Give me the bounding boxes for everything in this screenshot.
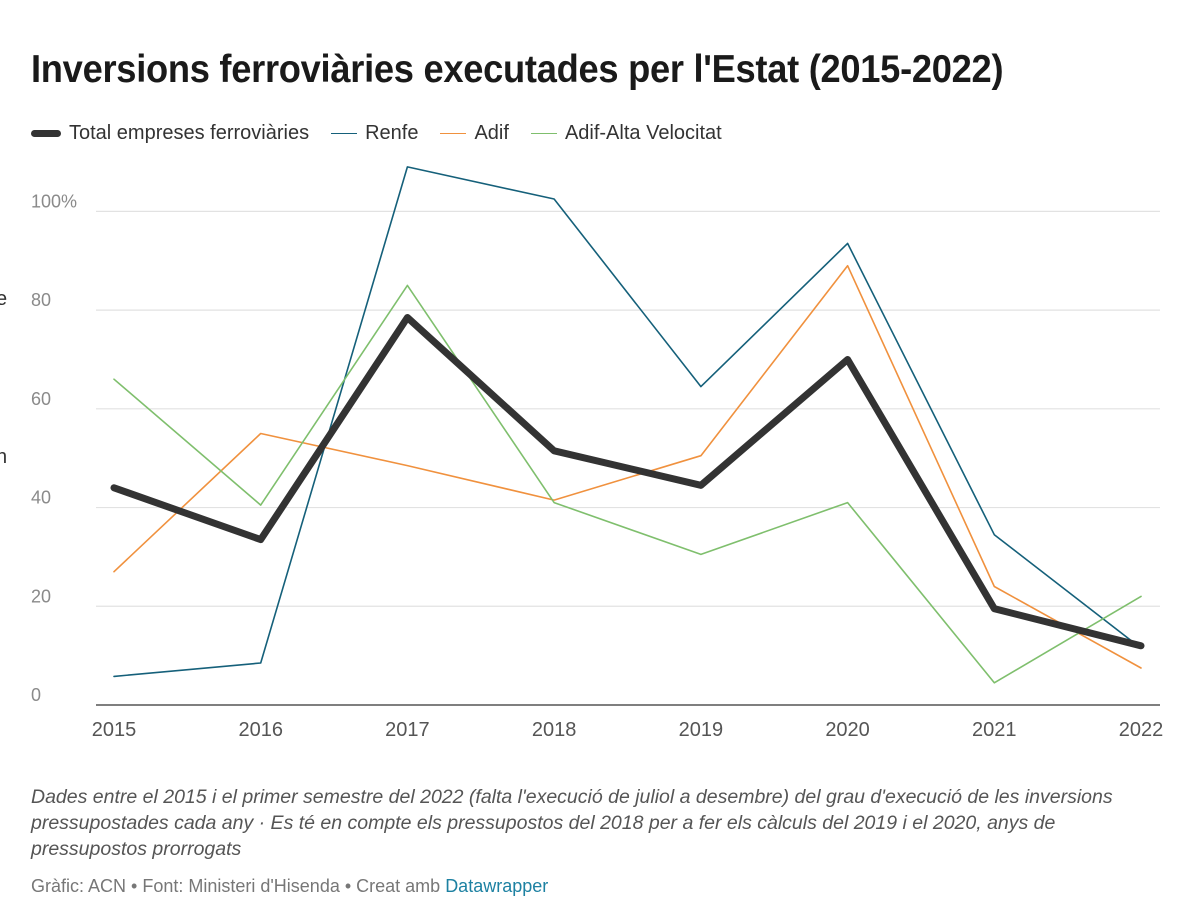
legend-swatch-adif-av xyxy=(530,133,557,134)
y-tick-label: 0 xyxy=(31,685,41,705)
y-tick-label: 80 xyxy=(31,290,51,310)
legend-swatch-total xyxy=(31,130,61,137)
line-chart: 2015 2016 2017 2018 2019 2020 2021 2022 0 20 40 60… xyxy=(31,166,1164,741)
y-axis: 0 20 40 60 80 100% xyxy=(31,191,77,705)
x-tick-label: 2015 xyxy=(92,719,137,741)
x-tick-label: 2016 xyxy=(238,719,283,741)
legend: Total empreses ferroviàries Renfe Adif A… xyxy=(31,122,744,145)
legend-label-adif-av: Adif-Alta Velocitat xyxy=(564,122,722,144)
legend-label-renfe: Renfe xyxy=(365,122,419,144)
x-tick-label: 2022 xyxy=(1119,719,1164,741)
legend-item-adif: Adif xyxy=(440,122,509,145)
footer-credits: Gràfic: ACN • Font: Ministeri d'Hisenda … xyxy=(31,876,446,896)
legend-label-total: Total empreses ferroviàries xyxy=(69,122,310,144)
datawrapper-link[interactable]: Datawrapper xyxy=(445,876,549,896)
x-tick-label: 2019 xyxy=(679,719,724,741)
legend-label-adif: Adif xyxy=(474,122,509,144)
legend-item-renfe: Renfe xyxy=(331,122,418,145)
grid-layer xyxy=(96,210,1160,706)
x-tick-label: 2021 xyxy=(972,719,1017,741)
legend-item-total: Total empreses ferroviàries xyxy=(31,122,309,145)
series-line-total-empreses-ferrovi-ries xyxy=(110,314,1145,650)
series-line-adif-alta-velocitat xyxy=(113,284,1142,684)
x-tick-label: 2017 xyxy=(385,719,430,741)
y-tick-label: 60 xyxy=(31,389,51,409)
x-axis: 2015 2016 2017 2018 2019 2020 2021 2022 xyxy=(92,719,1164,741)
series-line-adif xyxy=(113,264,1142,669)
y-tick-label: 20 xyxy=(31,586,51,606)
y-tick-label: 40 xyxy=(31,488,51,508)
clipped-text-fragment: e xyxy=(0,288,8,310)
x-tick-label: 2020 xyxy=(825,719,870,741)
clipped-text-fragment: n xyxy=(0,446,8,468)
series-layer xyxy=(110,166,1145,684)
chart-title: Inversions ferroviàries executades per l… xyxy=(31,48,1004,91)
chart-footer: Gràfic: ACN • Font: Ministeri d'Hisenda … xyxy=(31,876,548,897)
legend-swatch-adif xyxy=(440,133,467,134)
chart-caption: Dades entre el 2015 i el primer semestre… xyxy=(31,786,1113,860)
legend-swatch-renfe xyxy=(331,133,358,134)
series-line-renfe xyxy=(113,166,1142,678)
x-tick-label: 2018 xyxy=(532,719,577,741)
y-tick-label: 100% xyxy=(31,191,77,211)
legend-item-adif-av: Adif-Alta Velocitat xyxy=(530,122,722,145)
